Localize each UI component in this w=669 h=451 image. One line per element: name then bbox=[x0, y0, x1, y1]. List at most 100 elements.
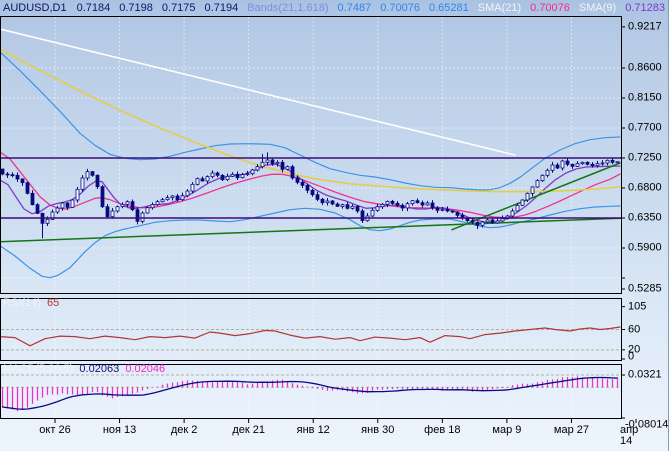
candle-body bbox=[170, 195, 175, 199]
rsi-current-value: 65 bbox=[47, 297, 60, 309]
rsi-axis-label: 0 bbox=[628, 350, 635, 363]
candle-body bbox=[165, 197, 170, 201]
candle-body bbox=[530, 186, 535, 194]
candle-body bbox=[305, 184, 310, 191]
candle-body bbox=[275, 161, 280, 165]
candle-body bbox=[300, 181, 305, 186]
ohlc-value: 0.7198 bbox=[119, 2, 153, 14]
date-axis-label: апр 14 bbox=[620, 424, 639, 447]
candle-body bbox=[330, 200, 335, 205]
candle-body bbox=[450, 210, 455, 213]
candle-body bbox=[545, 169, 550, 176]
price-axis-label: 0.5900 bbox=[628, 241, 662, 254]
macd-name: MACD(5,26,5) bbox=[3, 363, 74, 375]
date-axis-label: дек 2 bbox=[170, 424, 198, 436]
candle-body bbox=[410, 200, 415, 205]
date-axis-label: мар 9 bbox=[492, 424, 522, 436]
candle-body bbox=[480, 221, 485, 226]
candle-body bbox=[35, 204, 40, 214]
candle-body bbox=[380, 203, 385, 208]
candle-body bbox=[605, 159, 610, 164]
candle-body bbox=[385, 200, 390, 205]
candle-body bbox=[120, 203, 125, 208]
rsi-line bbox=[0, 326, 621, 347]
candle-body bbox=[515, 204, 520, 212]
candle-body bbox=[60, 202, 65, 209]
candle-body bbox=[205, 176, 210, 182]
candle-body bbox=[360, 210, 365, 222]
indicator-name-label: SMA(21) bbox=[477, 2, 522, 14]
candle-body bbox=[370, 209, 375, 217]
price-axis-label: 0.9217 bbox=[628, 20, 662, 33]
candle-body bbox=[180, 195, 185, 201]
candle-body bbox=[310, 189, 315, 196]
candle-body bbox=[190, 183, 195, 192]
candle-body bbox=[5, 173, 10, 176]
price-axis-label: 0.5285 bbox=[628, 282, 662, 295]
rsi-axis-label: 60 bbox=[628, 323, 641, 335]
candle-body bbox=[390, 200, 395, 204]
candle-body bbox=[415, 200, 420, 204]
candle-body bbox=[0, 168, 5, 175]
candle-body bbox=[220, 174, 225, 181]
candle-body bbox=[175, 195, 180, 201]
candle-body bbox=[580, 161, 585, 165]
indicator-name-label: Bands(21,1.618) bbox=[247, 2, 329, 14]
candle-body bbox=[125, 201, 130, 205]
candle-body bbox=[160, 199, 165, 203]
candle-body bbox=[280, 161, 285, 170]
ohlc-value: 0.7194 bbox=[204, 2, 239, 14]
candle-body bbox=[525, 192, 530, 201]
ohlc-value: 0.7175 bbox=[161, 2, 196, 14]
chart-header: AUDUSD,D1 0.7184 0.7198 0.7175 0.7194 Bands(… bbox=[3, 1, 668, 15]
candle-body bbox=[80, 177, 85, 190]
candle-body bbox=[195, 178, 200, 185]
candle-body bbox=[55, 207, 60, 213]
candle-body bbox=[585, 161, 590, 165]
trendline_green_long bbox=[0, 217, 621, 243]
date-axis-label: дек 21 bbox=[232, 424, 265, 436]
candle-body bbox=[245, 173, 250, 176]
indicator-value: 0.70076 bbox=[530, 2, 570, 14]
macd-panel-plot[interactable] bbox=[0, 364, 622, 419]
candle-body bbox=[455, 211, 460, 216]
main-chart-plot[interactable] bbox=[0, 16, 622, 294]
price-axis-label: 0.6350 bbox=[628, 211, 662, 224]
candle-body bbox=[230, 173, 235, 177]
candle-body bbox=[595, 163, 600, 167]
candle-body bbox=[95, 174, 100, 188]
price-axis-label: 0.7700 bbox=[628, 121, 662, 134]
candle-body bbox=[45, 218, 50, 224]
price-axis-label: 0.7250 bbox=[628, 151, 662, 164]
candle-body bbox=[485, 219, 490, 223]
trendline_white bbox=[0, 28, 516, 156]
candle-body bbox=[575, 163, 580, 167]
candle-body bbox=[610, 159, 615, 163]
candle-body bbox=[340, 204, 345, 207]
candle-body bbox=[355, 205, 360, 212]
macd-indicator-label: MACD(5,26,5) 0.02063 0.02046 bbox=[3, 363, 165, 375]
candle-body bbox=[295, 177, 300, 183]
candle-body bbox=[150, 204, 155, 209]
candle-body bbox=[510, 210, 515, 217]
candle-body bbox=[540, 174, 545, 182]
candle-body bbox=[15, 174, 20, 180]
candle-body bbox=[315, 194, 320, 200]
candle-body bbox=[225, 175, 230, 181]
candle-body bbox=[30, 192, 35, 206]
date-axis-label: янв 30 bbox=[361, 424, 395, 436]
candle-body bbox=[140, 212, 145, 222]
date-axis-label: окт 26 bbox=[39, 424, 71, 436]
candle-body bbox=[75, 188, 80, 201]
candle-body bbox=[435, 207, 440, 211]
macd-signal-value: 0.02046 bbox=[125, 363, 166, 375]
candle-body bbox=[325, 200, 330, 204]
header-values: 0.7184 0.7198 0.7175 0.7194 Bands(21,1.618) 0… bbox=[76, 1, 668, 15]
rsi-axis-label: 105 bbox=[628, 300, 647, 313]
candle-body bbox=[320, 198, 325, 204]
band_lower bbox=[0, 205, 621, 279]
ohlc-value: 0.7184 bbox=[76, 2, 111, 14]
candle-body bbox=[10, 174, 15, 177]
